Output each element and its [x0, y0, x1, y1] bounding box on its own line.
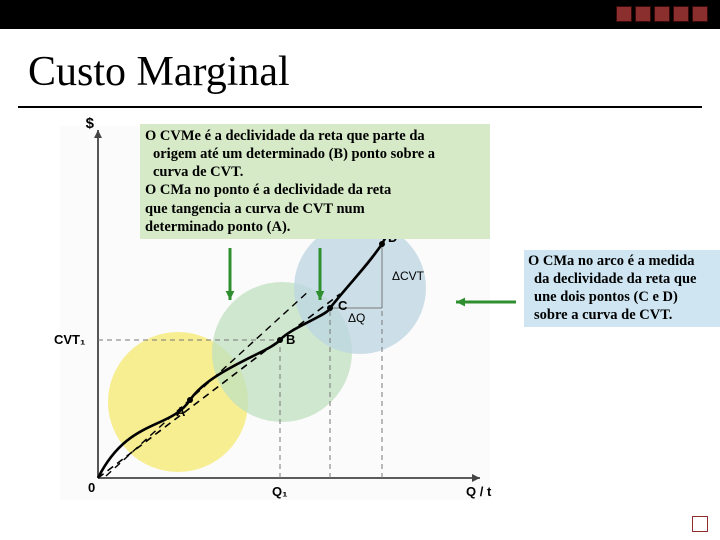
note-line: origem até um determinado (B) ponto sobr… [145, 145, 485, 163]
svg-text:ΔQ: ΔQ [348, 311, 365, 325]
note-line: curva de CVT. [145, 163, 485, 181]
note-cvme-cma: O CVMe é a declividade da reta que parte… [140, 124, 490, 239]
note-line: O CVMe é a declividade da reta que parte… [145, 127, 485, 145]
svg-text:Q₁: Q₁ [272, 484, 288, 499]
note-line: O CMa no arco é a medida [528, 252, 718, 270]
svg-text:C: C [338, 298, 348, 313]
svg-text:0: 0 [88, 480, 95, 495]
note-line: une dois pontos (C e D) [528, 288, 718, 306]
svg-text:$: $ [86, 115, 95, 132]
svg-text:ΔCVT: ΔCVT [392, 269, 425, 283]
decorative-square-icon [692, 516, 708, 532]
svg-text:A: A [176, 404, 186, 419]
svg-text:CVT₁: CVT₁ [54, 332, 85, 347]
note-line: da declividade da reta que [528, 270, 718, 288]
note-line: determinado ponto (A). [145, 218, 485, 236]
note-line: O CMa no ponto é a declividade da reta [145, 181, 485, 199]
svg-text:Q / t: Q / t [466, 484, 492, 499]
note-line: que tangencia a curva de CVT num [145, 200, 485, 218]
svg-text:B: B [286, 332, 295, 347]
note-line: sobre a curva de CVT. [528, 306, 718, 324]
note-cma-arco: O CMa no arco é a medida da declividade … [524, 250, 720, 327]
